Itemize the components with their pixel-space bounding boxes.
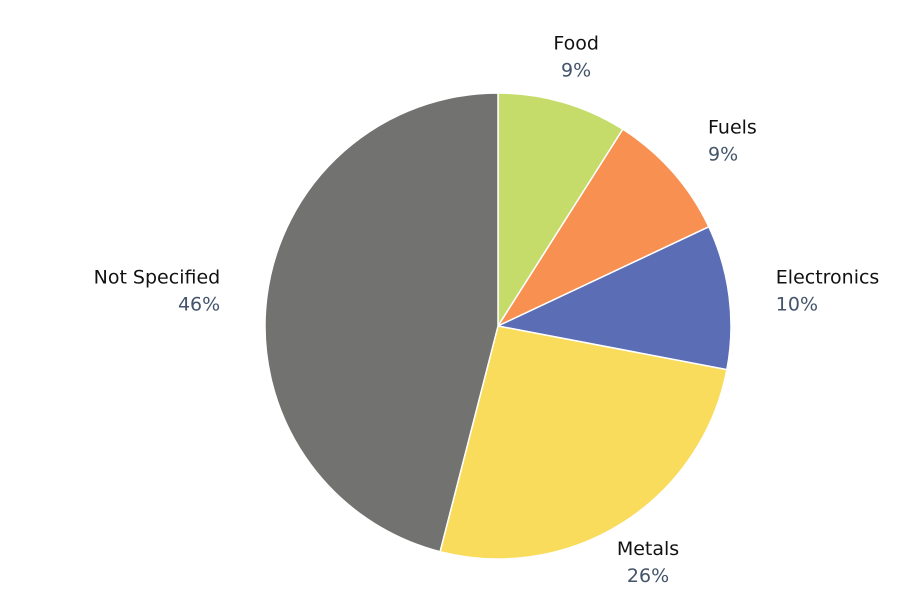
slice-value: 9% (708, 143, 738, 165)
pie-slice (495, 225, 732, 371)
pie-slice (497, 92, 624, 329)
slice-label: Fuels (708, 116, 757, 138)
slice-label: Not Specified (94, 266, 221, 288)
slice-value: 9% (561, 60, 591, 82)
slice-label: Metals (617, 538, 679, 560)
slice-value: 26% (627, 565, 669, 587)
slice-label: Electronics (776, 266, 880, 288)
slice-value: 46% (178, 293, 220, 315)
pie-slice (439, 325, 728, 560)
slice-value: 10% (776, 293, 818, 315)
slice-label: Food (553, 33, 599, 55)
pie-slice (264, 92, 499, 553)
pie-slice (495, 128, 710, 328)
